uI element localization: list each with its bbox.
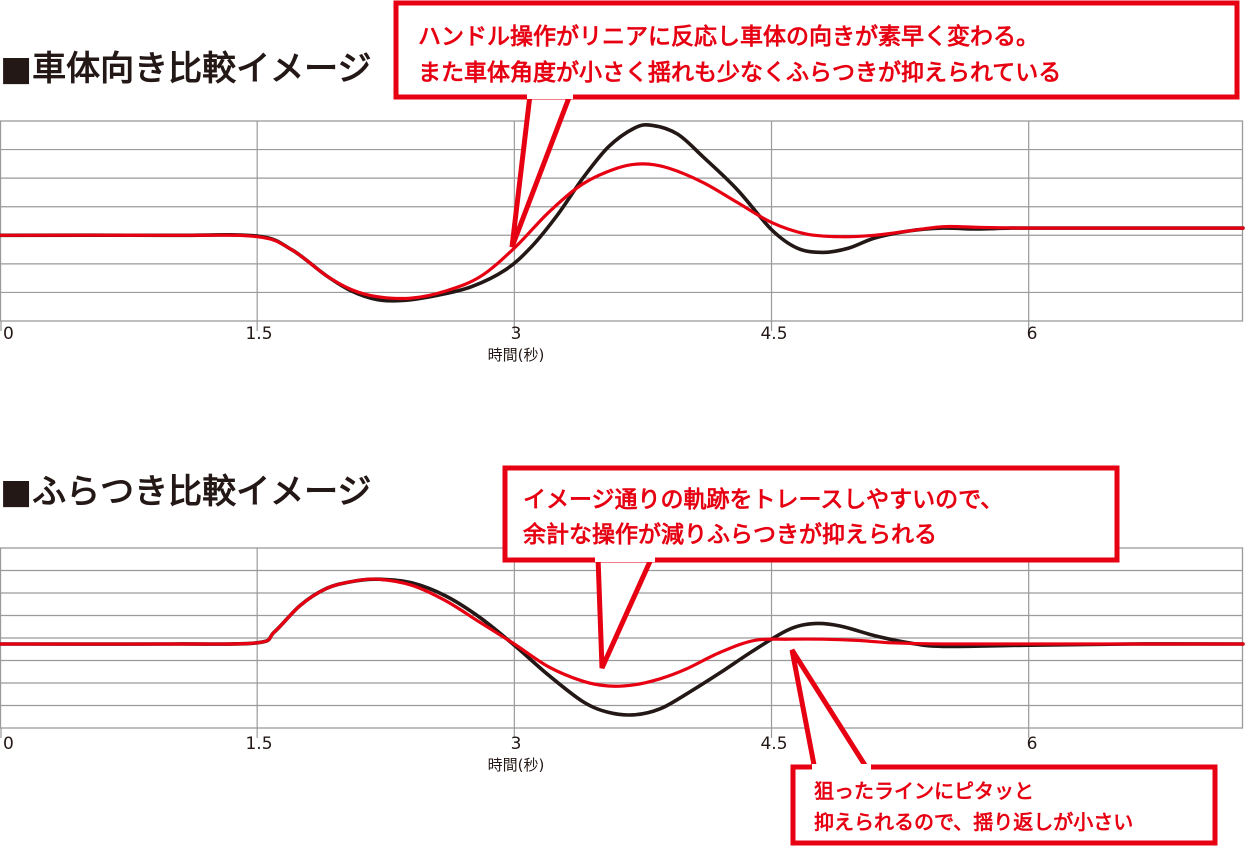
chart-1-plot-frame — [0, 120, 1244, 322]
chart-2-x-ticks: 0 1.5 3 4.5 6 — [3, 734, 1037, 754]
chart-2-callout-top: イメージ通りの軌跡をトレースしやすいので、 余計な操作が減りふらつきが抑えられる — [502, 465, 1120, 670]
chart-1-grid — [0, 120, 1244, 331]
chart-2-series-red-line — [0, 577, 1245, 688]
chart-1-tick-label: 3 — [511, 324, 522, 344]
callout-box — [393, 0, 1240, 100]
chart-yaw-comparison: ■車体向き比較イメージ 0 1.5 3 4.5 6 時間(秒) ハンドル操作がリ… — [0, 0, 1245, 364]
callout-joint — [527, 92, 573, 99]
chart-2-tick-label: 4.5 — [760, 734, 787, 754]
chart-2-tick-label: 1.5 — [245, 734, 272, 754]
chart-1-x-ticks: 0 1.5 3 4.5 6 — [3, 324, 1037, 344]
callout-line: また車体角度が小さく揺れも少なくふらつきが抑えられている — [418, 59, 1061, 86]
callout-pointer — [789, 648, 873, 773]
chart-1-callout: ハンドル操作がリニアに反応し車体の向きが素早く変わる。 また車体角度が小さく揺れ… — [393, 0, 1240, 248]
chart-1-tick-label: 4.5 — [760, 324, 787, 344]
callout-pointer — [595, 554, 656, 670]
chart-1-tick-label: 6 — [1027, 324, 1038, 344]
chart-2-x-axis-title: 時間(秒) — [488, 756, 545, 774]
chart-2-tick-label: 6 — [1027, 734, 1038, 754]
chart-1-series — [0, 123, 1245, 303]
chart-1-title: ■車体向き比較イメージ — [0, 49, 371, 89]
callout-line: 抑えられるので、揺り返しが小さい — [814, 810, 1133, 834]
callout-box — [790, 764, 1218, 846]
chart-2-series — [0, 577, 1245, 717]
chart-1-series-red-line — [0, 162, 1245, 301]
chart-2-tick-label: 3 — [511, 734, 522, 754]
chart-1-tick-label: 0 — [3, 324, 14, 344]
callout-joint — [595, 554, 655, 562]
callout-pointer — [509, 92, 574, 248]
chart-2-title: ■ふらつき比較イメージ — [0, 472, 371, 512]
callout-line: イメージ通りの軌跡をトレースしやすいので、 — [523, 486, 1003, 513]
callout-line: 狙ったラインにピタッと — [814, 779, 1034, 803]
callout-line: 余計な操作が減りふらつきが抑えられる — [522, 521, 937, 548]
chart-1-series-black-line — [0, 123, 1245, 303]
callout-box — [502, 465, 1120, 563]
chart-2-tick-label: 0 — [3, 734, 14, 754]
callout-joint — [812, 764, 871, 772]
chart-2-callout-bottom: 狙ったラインにピタッと 抑えられるので、揺り返しが小さい — [789, 648, 1218, 846]
callout-line: ハンドル操作がリニアに反応し車体の向きが素早く変わる。 — [418, 23, 1039, 50]
chart-wobble-comparison: ■ふらつき比較イメージ 0 1.5 3 4.5 6 時間(秒) イメージ通りの軌… — [0, 465, 1245, 846]
chart-1-x-axis-title: 時間(秒) — [488, 346, 545, 364]
chart-1-tick-label: 1.5 — [245, 324, 272, 344]
